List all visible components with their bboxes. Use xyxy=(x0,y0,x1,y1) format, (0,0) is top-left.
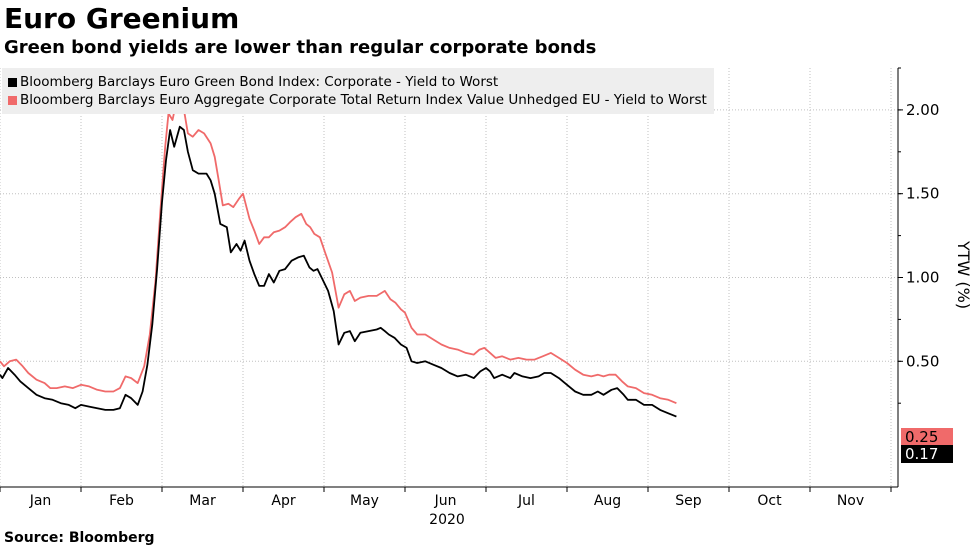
x-tick-label: Apr xyxy=(271,493,295,509)
legend-item-aggregate: Bloomberg Barclays Euro Aggregate Corpor… xyxy=(8,92,707,108)
x-tick-label: Jul xyxy=(517,493,535,509)
series-line-aggregate xyxy=(0,92,677,405)
x-tick-label: Jun xyxy=(434,493,457,509)
legend-swatch-black xyxy=(8,77,17,87)
x-tick-label: May xyxy=(350,493,379,509)
y-tick-label: 0.50 xyxy=(906,352,939,370)
series-line-green-bond xyxy=(0,125,677,418)
last-value-label-aggregate: 0.25 xyxy=(901,428,953,446)
legend-swatch-red xyxy=(8,95,17,105)
y-tick-label: 2.00 xyxy=(906,101,939,119)
gridlines xyxy=(0,68,898,487)
legend-label-aggregate: Bloomberg Barclays Euro Aggregate Corpor… xyxy=(20,92,707,108)
last-value-label-green-bond: 0.17 xyxy=(901,445,953,463)
legend: Bloomberg Barclays Euro Green Bond Index… xyxy=(2,68,714,114)
source-note: Source: Bloomberg xyxy=(4,530,155,546)
y-tick-label: 1.00 xyxy=(906,269,939,287)
y-axis-label: YTW (%) xyxy=(954,240,973,309)
x-axis-year-label: 2020 xyxy=(429,512,465,528)
legend-label-green-bond: Bloomberg Barclays Euro Green Bond Index… xyxy=(20,74,499,90)
series-lines xyxy=(0,92,677,418)
chart-subtitle: Green bond yields are lower than regular… xyxy=(4,37,597,58)
x-tick-label: Aug xyxy=(594,493,621,509)
x-tick-label: Sep xyxy=(675,493,702,509)
axes: 0.50 1.00 1.50 2.00 Jan Feb Mar Apr May Jun Jul Aug… xyxy=(0,67,939,509)
legend-item-green-bond: Bloomberg Barclays Euro Green Bond Index… xyxy=(8,74,498,90)
x-tick-label: Feb xyxy=(109,493,134,509)
x-tick-label: Nov xyxy=(837,493,864,509)
x-tick-label: Jan xyxy=(29,493,52,509)
chart-title: Euro Greenium xyxy=(4,2,240,35)
x-tick-label: Mar xyxy=(189,493,216,509)
y-tick-label: 1.50 xyxy=(906,185,939,203)
x-tick-label: Oct xyxy=(757,493,782,509)
